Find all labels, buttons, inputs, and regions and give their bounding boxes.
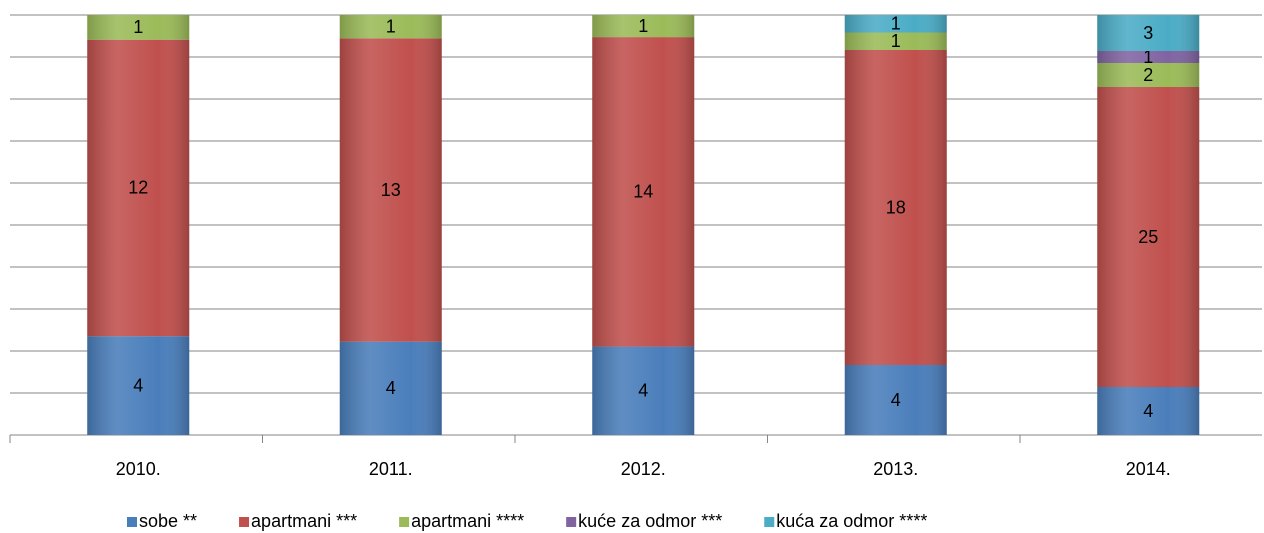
bar-shine: [339, 38, 442, 342]
bar-shine: [844, 365, 947, 435]
data-label: 14: [633, 182, 653, 202]
x-tick-label: 2014.: [1126, 459, 1171, 479]
data-label: 1: [891, 14, 901, 34]
data-label: 3: [1143, 23, 1153, 43]
bar-shine: [87, 336, 190, 435]
legend-label: apartmani ****: [411, 511, 524, 531]
x-tick-label: 2013.: [873, 459, 918, 479]
data-label: 18: [886, 197, 906, 217]
data-label: 1: [638, 16, 648, 36]
bar-shine: [339, 15, 442, 39]
data-label: 4: [891, 390, 901, 410]
data-label: 4: [1143, 401, 1153, 421]
legend-label: kuće za odmor ***: [578, 511, 722, 531]
x-tick-label: 2012.: [621, 459, 666, 479]
bar-shine: [87, 39, 190, 337]
legend-label: sobe **: [139, 511, 197, 531]
data-label: 25: [1138, 227, 1158, 247]
bar-shine: [1097, 63, 1200, 87]
legend-swatch: [399, 517, 410, 527]
bar-shine: [1097, 51, 1200, 63]
bar-shine: [1097, 387, 1200, 435]
x-tick-label: 2010.: [116, 459, 161, 479]
legend-swatch: [127, 517, 137, 527]
bar-shine: [844, 32, 947, 50]
data-label: 1: [386, 16, 396, 36]
legend-label: apartmani ***: [251, 511, 357, 531]
x-tick-label: 2011.: [369, 459, 413, 479]
bar-shine: [1097, 15, 1200, 51]
legend-label: kuća za odmor ****: [776, 511, 927, 531]
data-label: 1: [1143, 47, 1153, 67]
data-label: 4: [386, 378, 396, 398]
data-label: 4: [638, 381, 648, 401]
bar-shine: [844, 50, 947, 365]
legend-swatch: [566, 517, 577, 527]
bar-shine: [87, 15, 190, 40]
data-label: 4: [133, 375, 143, 395]
data-label: 12: [128, 178, 148, 198]
data-label: 13: [381, 180, 401, 200]
legend-swatch: [764, 517, 775, 527]
legend-swatch: [239, 517, 250, 527]
bar-shine: [844, 15, 947, 33]
bar-shine: [592, 37, 695, 347]
data-label: 1: [891, 31, 901, 51]
bar-shine: [592, 15, 695, 38]
bar-shine: [592, 346, 695, 435]
data-label: 1: [133, 17, 143, 37]
bar-shine: [1097, 87, 1200, 387]
data-label: 2: [1143, 65, 1153, 85]
bar-shine: [339, 341, 442, 435]
